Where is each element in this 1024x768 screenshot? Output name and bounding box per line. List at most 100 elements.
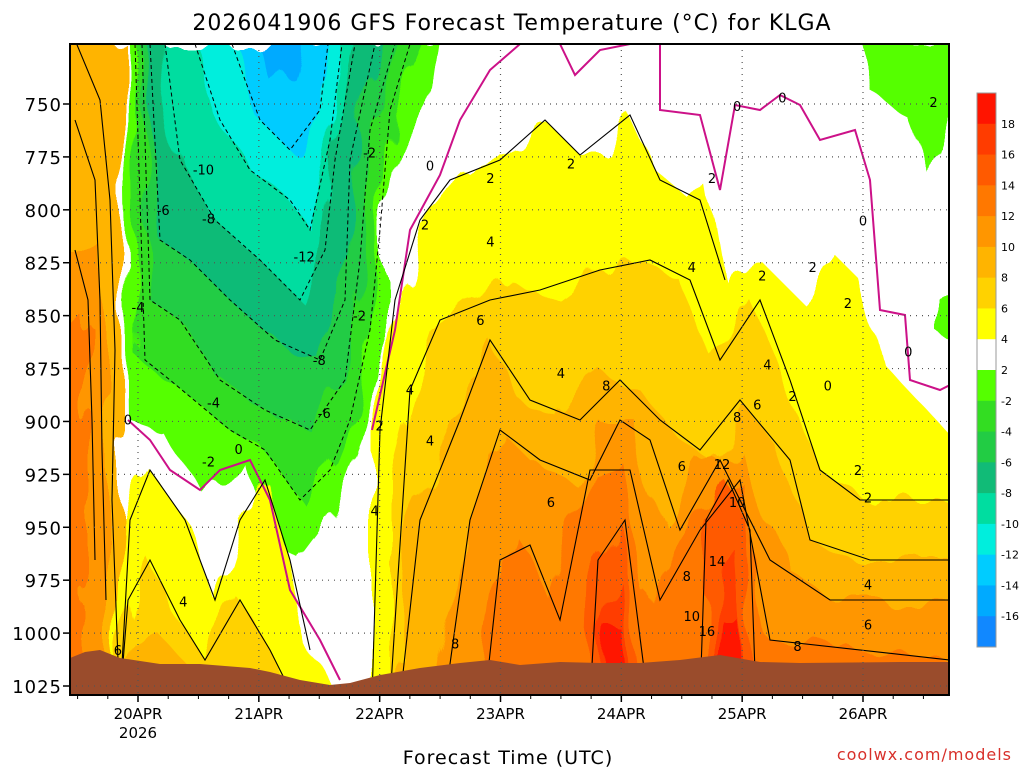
colorbar-swatch: [977, 585, 996, 617]
contour-label: 4: [763, 358, 771, 373]
colorbar-label: 2: [1001, 364, 1008, 377]
contour-label: 4: [406, 384, 414, 399]
contour-label: 6: [476, 314, 484, 329]
colorbar-label: -12: [1001, 549, 1019, 562]
colorbar-swatch: [977, 339, 996, 371]
contour-label: 8: [451, 638, 459, 653]
contour-label: 4: [688, 261, 696, 276]
contour-left-2: [74, 119, 107, 601]
band-minus14: [231, 44, 330, 150]
contour-12: [589, 478, 757, 695]
y-tick-label: 850: [25, 307, 62, 328]
contour-minus2: [134, 44, 411, 501]
contour-label: 12: [714, 458, 731, 473]
contour-label: 0: [859, 214, 867, 229]
contour-minus8: [164, 44, 356, 301]
contour-minus12: [231, 44, 329, 151]
contour-label: 6: [114, 644, 122, 659]
contour-label: 2: [567, 157, 575, 172]
colorbar-swatch: [977, 616, 996, 648]
x-tick-label: 21APR: [234, 705, 283, 723]
contour-label: 2: [864, 492, 872, 507]
contour-label: 4: [370, 504, 378, 519]
gridlines: [70, 44, 949, 695]
contour-minus4: [141, 44, 396, 431]
colorbar-label: 10: [1001, 241, 1015, 254]
contour-label: -4: [132, 301, 145, 316]
contour-label: -6: [157, 204, 170, 219]
contour-left-3: [74, 249, 96, 561]
y-tick-label: 825: [25, 254, 62, 275]
contour-label: 4: [179, 595, 187, 610]
colorbar-swatch: [977, 216, 996, 248]
contour-label: -8: [313, 354, 326, 369]
y-tick-label: 975: [25, 571, 62, 592]
contour-label: 0: [778, 92, 786, 107]
contour-4-left: [119, 558, 291, 695]
contour-label: 0: [235, 443, 243, 458]
colorbar-label: 12: [1001, 210, 1015, 223]
contour-label: 4: [864, 578, 872, 593]
contour-label: 0: [904, 346, 912, 361]
colorbar-swatch: [977, 370, 996, 402]
colorbar: 18 16 14 12 10 8 6 4 2 -2 -4 -6 -8 -10 -12 -14 -16: [976, 92, 1019, 648]
x-tick-label: 26APR: [839, 705, 888, 723]
y-tick-label: 1025: [12, 677, 62, 698]
colorbar-swatch: [977, 523, 996, 556]
contour-label: 2: [421, 219, 429, 234]
contour-left-1: [76, 44, 119, 661]
contour-label: 4: [426, 435, 434, 450]
colorbar-swatch: [977, 462, 996, 494]
colorbar-swatch: [977, 154, 996, 186]
contour-label: 0: [824, 379, 832, 394]
colorbar-label: -6: [1001, 456, 1012, 469]
plot-frame: [69, 43, 950, 696]
colorbar-swatch: [977, 308, 996, 340]
x-tick-label: 25APR: [718, 705, 767, 723]
y-tick-label: 875: [25, 360, 62, 381]
contour-2: [371, 114, 726, 695]
colorbar-swatch: [977, 431, 996, 463]
contour-label: 2: [486, 172, 494, 187]
contour-label: 6: [864, 619, 872, 634]
colorbar-label: -8: [1001, 487, 1012, 500]
contour-label: 6: [678, 460, 686, 475]
contour-label: -2: [363, 147, 376, 162]
contour-label: 2: [788, 390, 796, 405]
contour-label: 8: [683, 570, 691, 585]
colorbar-swatch: [977, 93, 996, 125]
chart-title: 2026041906 GFS Forecast Temperature (°C)…: [192, 11, 831, 36]
contour-label: -6: [318, 407, 331, 422]
band-warm-left-hot: [70, 320, 86, 695]
plot-area: 12640-20-4-4-6-8-10-12-8-6-2-20222244446…: [70, 44, 949, 695]
x-tick-label: 23APR: [476, 705, 525, 723]
contour-label: 6: [547, 496, 555, 511]
colorbar-frame: [976, 92, 997, 648]
colorbar-label: 8: [1001, 272, 1008, 285]
band-minus2-right: [860, 44, 949, 175]
contour-lines: [74, 44, 949, 695]
temperature-field: [70, 44, 949, 695]
contour-label: 2: [929, 96, 937, 111]
contour-label: 4: [557, 367, 565, 382]
x-tick-label: 20APR: [114, 705, 163, 723]
contour-label: -4: [207, 396, 220, 411]
contour-minus10: [194, 44, 343, 232]
contour-label: -2: [353, 310, 366, 325]
band-minus16: [252, 44, 299, 80]
contour-label: 10: [684, 610, 701, 625]
y-tick-label: 750: [25, 95, 62, 116]
contour-label: 2: [376, 420, 384, 435]
contour-label: 10: [729, 496, 746, 511]
colorbar-swatch: [977, 185, 996, 217]
colorbar-label: -2: [1001, 395, 1012, 408]
colorbar-label: 18: [1001, 118, 1015, 131]
y-tick-label: 950: [25, 518, 62, 539]
x-tick-label: 22APR: [355, 705, 404, 723]
colorbar-swatch: [977, 493, 996, 525]
colorbar-swatch: [977, 123, 996, 156]
colorbar-label: 14: [1001, 179, 1015, 192]
contour-label: 8: [602, 379, 610, 394]
colorbar-label: -4: [1001, 426, 1012, 439]
